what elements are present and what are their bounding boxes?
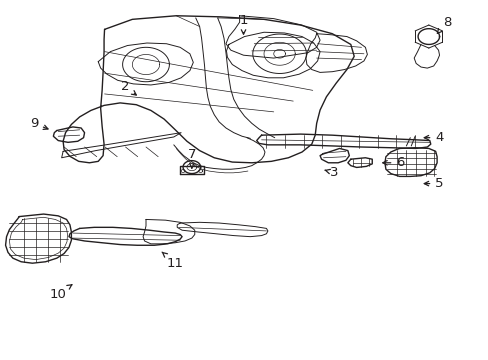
Text: 4: 4 [424,131,443,144]
Text: 5: 5 [424,177,443,190]
Text: 2: 2 [121,80,136,95]
Text: 1: 1 [239,14,247,34]
Text: 10: 10 [50,285,72,301]
Text: 7: 7 [187,148,196,168]
Text: 11: 11 [162,252,183,270]
Text: 6: 6 [382,156,404,169]
Text: 9: 9 [30,117,48,130]
Text: 3: 3 [324,166,338,179]
Text: 8: 8 [436,16,450,33]
